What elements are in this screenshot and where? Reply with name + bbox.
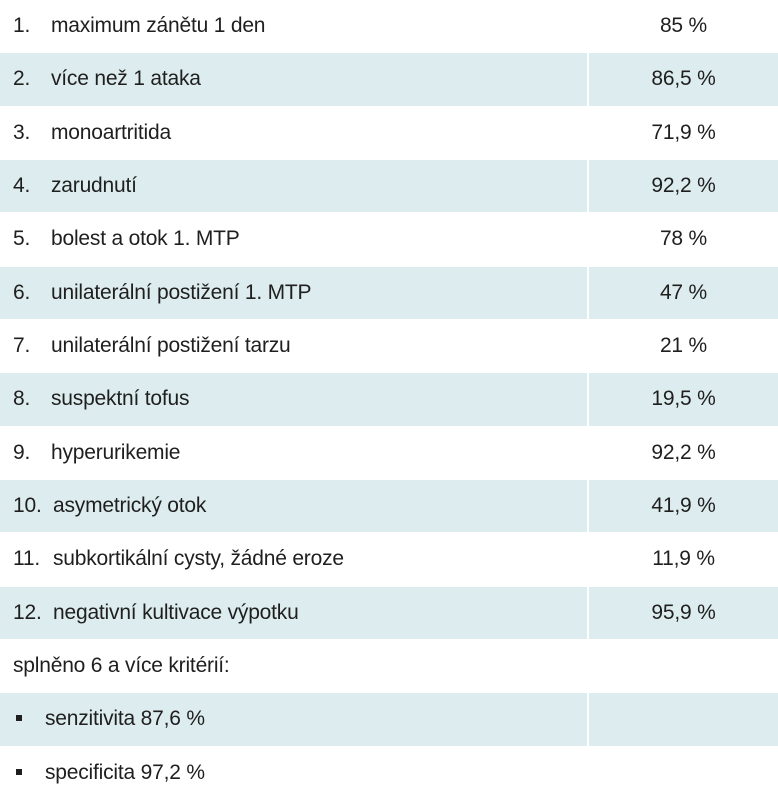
criterion-label-cell: 3. monoartritida bbox=[0, 107, 587, 159]
criterion-label: suspektní tofus bbox=[51, 387, 190, 411]
criterion-value: 92,2 % bbox=[651, 440, 716, 464]
table-row: 12. negativní kultivace výpotku 95,9 % bbox=[0, 586, 778, 640]
criterion-number: 2. bbox=[13, 67, 31, 91]
criterion-value: 78 % bbox=[659, 227, 708, 251]
table-row: 5. bolest a otok 1. MTP 78 % bbox=[0, 213, 778, 267]
column-divider bbox=[587, 319, 589, 373]
column-divider bbox=[587, 266, 589, 319]
table-row: 10. asymetrický otok 41,9 % bbox=[0, 479, 778, 534]
criterion-label: unilaterální postižení 1. MTP bbox=[51, 280, 312, 304]
table-row: 4. zarudnutí 92,2 % bbox=[0, 159, 778, 214]
criterion-value: 11,9 % bbox=[652, 547, 715, 571]
criterion-value: 85 % bbox=[659, 14, 708, 38]
criterion-label: bolest a otok 1. MTP bbox=[51, 227, 240, 251]
criterion-label: více než 1 ataka bbox=[51, 67, 201, 91]
criterion-label: maximum zánětu 1 den bbox=[51, 14, 266, 38]
criterion-label-cell: 9. hyperurikemie bbox=[0, 427, 587, 479]
criterion-number: 8. bbox=[13, 387, 31, 411]
criterion-label-cell: 4. zarudnutí bbox=[0, 160, 587, 212]
criterion-label-cell: 12. negativní kultivace výpotku bbox=[0, 587, 587, 639]
summary-text: specificita 97,2 % bbox=[45, 760, 205, 784]
criterion-label-cell: 6. unilaterální postižení 1. MTP bbox=[0, 267, 587, 319]
summary-heading-row: splněno 6 a více kritérií: bbox=[0, 639, 778, 694]
criterion-number: 7. bbox=[13, 334, 31, 358]
square-bullet-icon bbox=[16, 715, 22, 722]
criterion-number: 3. bbox=[13, 120, 31, 144]
criterion-value: 95,9 % bbox=[651, 600, 716, 624]
table-row: 8. suspektní tofus 19,5 % bbox=[0, 373, 778, 427]
column-divider bbox=[587, 479, 589, 533]
column-divider bbox=[587, 373, 589, 426]
column-divider bbox=[587, 159, 589, 213]
square-bullet-icon bbox=[16, 768, 22, 775]
summary-row: specificita 97,2 % bbox=[0, 746, 778, 800]
criterion-label: unilaterální postižení tarzu bbox=[51, 334, 291, 358]
criterion-value: 86,5 % bbox=[651, 67, 716, 91]
criterion-number: 12. bbox=[13, 600, 42, 624]
criterion-label-cell: 1. maximum zánětu 1 den bbox=[0, 0, 587, 52]
criterion-value: 47 % bbox=[659, 280, 708, 304]
criterion-label-cell: 10. asymetrický otok bbox=[0, 480, 587, 532]
table-row: 3. monoartritida 71,9 % bbox=[0, 106, 778, 160]
table-row: 1. maximum zánětu 1 den 85 % bbox=[0, 0, 778, 54]
criterion-number: 5. bbox=[13, 227, 31, 251]
column-divider bbox=[587, 426, 589, 479]
empty-value-cell bbox=[589, 693, 778, 745]
criterion-number: 9. bbox=[13, 440, 31, 464]
criterion-label: subkortikální cysty, žádné eroze bbox=[53, 547, 344, 571]
column-divider bbox=[587, 53, 589, 106]
table-row: 9. hyperurikemie 92,2 % bbox=[0, 426, 778, 480]
summary-text: senzitivita 87,6 % bbox=[45, 707, 205, 731]
column-divider bbox=[587, 106, 589, 159]
criterion-number: 6. bbox=[13, 280, 31, 304]
summary-label-cell: senzitivita 87,6 % bbox=[0, 693, 587, 745]
summary-label-cell: specificita 97,2 % bbox=[0, 747, 587, 799]
criterion-label-cell: 5. bolest a otok 1. MTP bbox=[0, 213, 587, 265]
criterion-number: 1. bbox=[13, 14, 31, 38]
criterion-label: negativní kultivace výpotku bbox=[53, 600, 299, 624]
criterion-value: 21 % bbox=[659, 334, 708, 358]
criterion-value: 19,5 % bbox=[651, 387, 716, 411]
summary-row: senzitivita 87,6 % bbox=[0, 693, 778, 747]
empty-value-cell bbox=[589, 640, 778, 692]
criterion-number: 11. bbox=[13, 547, 41, 571]
column-divider bbox=[587, 746, 589, 799]
criterion-label-cell: 7. unilaterální postižení tarzu bbox=[0, 320, 587, 372]
table-row: 6. unilaterální postižení 1. MTP 47 % bbox=[0, 266, 778, 320]
column-divider bbox=[587, 213, 589, 266]
column-divider bbox=[587, 533, 589, 586]
criterion-label: zarudnutí bbox=[51, 174, 137, 198]
criterion-value: 92,2 % bbox=[651, 174, 716, 198]
criterion-label-cell: 11. subkortikální cysty, žádné eroze bbox=[0, 533, 587, 585]
column-divider bbox=[587, 693, 589, 746]
criterion-value: 71,9 % bbox=[651, 120, 716, 144]
column-divider bbox=[587, 586, 589, 639]
criterion-value: 41,9 % bbox=[651, 494, 716, 518]
empty-value-cell bbox=[589, 747, 778, 799]
criterion-label: asymetrický otok bbox=[53, 494, 207, 518]
table-row: 2. více než 1 ataka 86,5 % bbox=[0, 53, 778, 107]
criterion-number: 4. bbox=[13, 174, 31, 198]
column-divider bbox=[587, 0, 589, 53]
criterion-number: 10. bbox=[13, 494, 42, 518]
criterion-label-cell: 8. suspektní tofus bbox=[0, 373, 587, 425]
table-row: 11. subkortikální cysty, žádné eroze 11,… bbox=[0, 533, 778, 587]
table-row: 7. unilaterální postižení tarzu 21 % bbox=[0, 319, 778, 374]
column-divider bbox=[587, 639, 589, 693]
summary-heading: splněno 6 a více kritérií: bbox=[13, 654, 230, 678]
criterion-label: monoartritida bbox=[51, 120, 171, 144]
criterion-label-cell: 2. více než 1 ataka bbox=[0, 53, 587, 105]
criterion-label: hyperurikemie bbox=[51, 440, 181, 464]
